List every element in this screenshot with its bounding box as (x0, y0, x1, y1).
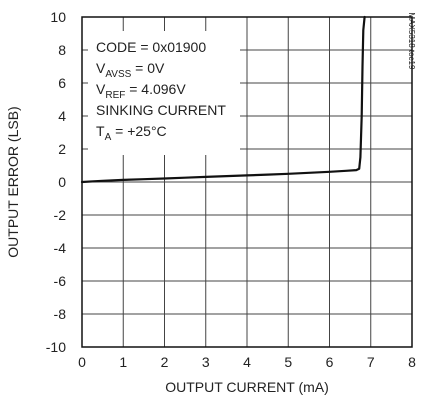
y-tick-label: -4 (54, 240, 67, 256)
figure-id-label: MAX5318 toc19 (407, 13, 416, 70)
y-tick-label: 4 (58, 108, 66, 124)
x-tick-label: 7 (367, 354, 375, 370)
x-tick-label: 1 (119, 354, 127, 370)
annotation-vavss-sub: AVSS (105, 69, 131, 80)
annotation-vavss: VAVSS = 0V (96, 60, 165, 80)
x-tick-label: 6 (326, 354, 334, 370)
x-axis-title: OUTPUT CURRENT (mA) (165, 379, 329, 395)
grid (82, 17, 412, 347)
x-tick-label: 8 (408, 354, 416, 370)
y-tick-label: 8 (58, 42, 66, 58)
annotation-ta-sub: A (105, 132, 112, 143)
x-tick-label: 2 (161, 354, 169, 370)
x-tick-label: 4 (243, 354, 251, 370)
annotation-ta-prefix: T (96, 123, 105, 139)
annotation-vref-sub: REF (105, 90, 125, 101)
y-tick-label: -10 (46, 339, 66, 355)
y-tick-label: 0 (58, 174, 66, 190)
y-axis-title: OUTPUT ERROR (LSB) (5, 106, 21, 257)
y-tick-label: 6 (58, 75, 66, 91)
y-tick-label: -6 (54, 273, 67, 289)
x-tick-label: 3 (202, 354, 210, 370)
annotation-vref-prefix: V (96, 81, 106, 97)
annotation-vavss-suffix: = 0V (131, 60, 165, 76)
y-tick-label: 10 (50, 9, 66, 25)
annotation-box (88, 31, 240, 155)
tick-labels: 0 1 2 3 4 5 6 7 8 10 8 6 4 2 0 -2 -4 -6 -8 -10 (46, 9, 416, 370)
x-tick-label: 5 (284, 354, 292, 370)
annotation-vref: VREF = 4.096V (96, 81, 186, 101)
y-tick-label: -2 (54, 207, 67, 223)
x-tick-label: 0 (78, 354, 86, 370)
annotation-vref-suffix: = 4.096V (125, 81, 186, 97)
y-tick-label: 2 (58, 141, 66, 157)
annotation-vavss-prefix: V (96, 60, 106, 76)
annotation-ta: TA = +25°C (96, 123, 167, 143)
series-line (80, 15, 366, 184)
annotation-ta-suffix: = +25°C (111, 123, 166, 139)
annotation: CODE = 0x01900 VAVSS = 0V VREF = 4.096V … (96, 39, 226, 143)
y-tick-label: -8 (54, 306, 67, 322)
annotation-sinking: SINKING CURRENT (96, 102, 226, 118)
series-layer (80, 15, 366, 184)
annotation-code: CODE = 0x01900 (96, 39, 206, 55)
